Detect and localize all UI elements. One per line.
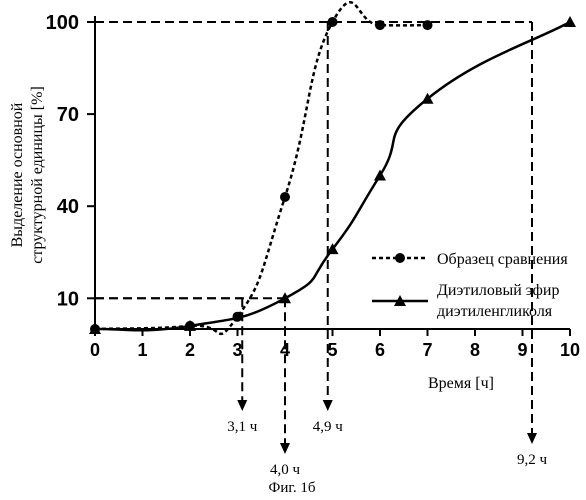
- x-tick-label: 10: [560, 340, 580, 360]
- y-tick-label: 70: [57, 104, 79, 126]
- circle-marker: [280, 192, 290, 202]
- legend-label-diethylene-line1: Диэтиловый эфир: [437, 282, 559, 299]
- reference-label: 4,9 ч: [313, 419, 344, 435]
- y-axis-label: Выделение основнойструктурной единицы [%…: [9, 86, 46, 264]
- y-tick-label: 100: [46, 12, 79, 34]
- x-tick-label: 6: [375, 340, 385, 360]
- arrow-down-icon: [323, 400, 333, 411]
- x-tick-label: 1: [137, 340, 147, 360]
- reference-lines: 3,1 ч 4,0 ч 4,9 ч 9,2 ч: [95, 22, 547, 478]
- circle-marker: [375, 20, 385, 30]
- reference-label: 9,2 ч: [517, 452, 548, 468]
- legend-label-diethylene-line2: диэтиленгликоля: [437, 303, 553, 320]
- y-tick-label: 40: [57, 196, 79, 218]
- arrow-down-icon: [527, 433, 537, 444]
- reference-label: 4,0 ч: [270, 462, 301, 478]
- triangle-marker: [564, 16, 576, 27]
- circle-marker: [423, 20, 433, 30]
- y-axis-label-line1: Выделение основной: [9, 102, 26, 247]
- x-tick-label: 9: [517, 340, 527, 360]
- series-line-reference: [95, 2, 428, 334]
- x-tick-label: 4: [280, 340, 290, 360]
- reference-label: 3,1 ч: [227, 419, 258, 435]
- legend-label-reference: Образец сравнения: [437, 251, 568, 268]
- figure-caption: Фиг. 1б: [269, 480, 316, 496]
- circle-marker: [395, 253, 405, 263]
- legend: Образец сравнения Диэтиловый эфир диэтилен…: [372, 251, 568, 320]
- x-axis-label: Время [ч]: [428, 375, 494, 392]
- y-axis-label-line2: структурной единицы [%]: [29, 86, 46, 264]
- x-tick-label: 5: [327, 340, 337, 360]
- triangle-marker: [374, 170, 386, 181]
- x-tick-label: 8: [470, 340, 480, 360]
- x-tick-label: 7: [422, 340, 432, 360]
- arrow-down-icon: [237, 400, 247, 411]
- x-tick-label: 2: [185, 340, 195, 360]
- y-tick-label: 10: [57, 288, 79, 310]
- x-tick-label: 3: [232, 340, 242, 360]
- arrow-down-icon: [280, 443, 290, 454]
- circle-marker: [328, 17, 338, 27]
- x-tick-label: 0: [90, 340, 100, 360]
